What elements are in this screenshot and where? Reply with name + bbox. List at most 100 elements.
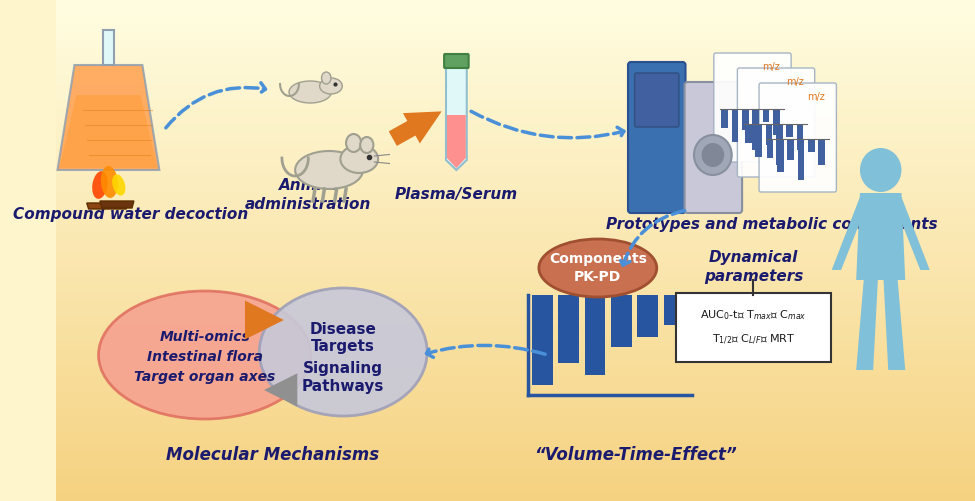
Bar — [56, 359, 975, 367]
FancyBboxPatch shape — [760, 83, 837, 192]
Text: T$_{1/2}$、 C$_{L/F}$、 MRT: T$_{1/2}$、 C$_{L/F}$、 MRT — [712, 333, 796, 347]
Bar — [56, 59, 975, 67]
Bar — [56, 42, 975, 50]
Bar — [56, 234, 975, 242]
Ellipse shape — [322, 72, 331, 84]
Text: Intestinal flora: Intestinal flora — [146, 350, 262, 364]
Text: m/z: m/z — [807, 92, 825, 102]
Bar — [56, 301, 975, 309]
Bar — [818, 140, 825, 165]
Text: Animal
administration: Animal administration — [245, 177, 371, 212]
Ellipse shape — [112, 174, 126, 196]
Bar — [756, 125, 761, 157]
Ellipse shape — [346, 134, 361, 152]
Bar — [56, 125, 975, 134]
Polygon shape — [102, 30, 114, 65]
Bar — [56, 267, 975, 276]
Bar — [56, 326, 975, 334]
Bar — [56, 367, 975, 376]
Text: “Volume-Time-Effect”: “Volume-Time-Effect” — [534, 446, 737, 464]
Bar — [56, 167, 975, 175]
Text: Prototypes and metabolic components: Prototypes and metabolic components — [606, 217, 938, 232]
Ellipse shape — [340, 145, 378, 173]
Text: PK-PD: PK-PD — [574, 270, 621, 284]
Bar — [56, 92, 975, 100]
Bar — [56, 442, 975, 451]
Bar — [56, 292, 975, 301]
Bar — [56, 342, 975, 351]
Text: Pathways: Pathways — [302, 378, 384, 393]
Bar — [56, 192, 975, 200]
Circle shape — [694, 135, 731, 175]
Ellipse shape — [98, 291, 311, 419]
Bar — [56, 67, 975, 75]
Bar — [762, 110, 769, 122]
Text: Compound water decoction: Compound water decoction — [14, 207, 249, 222]
FancyBboxPatch shape — [445, 54, 469, 68]
Polygon shape — [894, 197, 930, 270]
Bar — [56, 109, 975, 117]
Bar — [56, 209, 975, 217]
Text: AUC$_0$-t、 T$_{max}$、 C$_{max}$: AUC$_0$-t、 T$_{max}$、 C$_{max}$ — [700, 308, 806, 322]
Bar — [56, 417, 975, 426]
Bar — [56, 434, 975, 442]
Bar — [788, 140, 794, 160]
Polygon shape — [59, 95, 158, 168]
Bar — [56, 117, 975, 125]
Bar — [56, 217, 975, 225]
Bar — [56, 100, 975, 109]
Bar — [742, 110, 749, 130]
Bar — [56, 225, 975, 234]
Bar — [56, 351, 975, 359]
Text: Plasma/Serum: Plasma/Serum — [395, 187, 518, 202]
Bar — [777, 140, 784, 172]
Ellipse shape — [360, 137, 373, 153]
Bar — [56, 34, 975, 42]
Polygon shape — [447, 115, 466, 168]
Polygon shape — [856, 193, 905, 280]
Bar — [56, 484, 975, 492]
Bar — [753, 110, 760, 150]
Bar — [56, 184, 975, 192]
Bar — [773, 110, 780, 135]
Bar — [56, 134, 975, 142]
Bar — [56, 50, 975, 59]
Bar — [56, 200, 975, 209]
Text: m/z: m/z — [762, 62, 780, 72]
Bar — [56, 142, 975, 150]
Bar — [745, 125, 752, 143]
Bar — [56, 276, 975, 284]
Bar — [787, 125, 793, 137]
Bar — [56, 384, 975, 392]
Bar — [56, 467, 975, 476]
Text: Molecular Mechanisms: Molecular Mechanisms — [166, 446, 379, 464]
Bar — [765, 125, 772, 145]
Bar — [56, 175, 975, 184]
Bar — [585, 295, 605, 375]
Bar — [56, 0, 975, 9]
Circle shape — [702, 143, 724, 167]
Bar — [722, 110, 728, 128]
Polygon shape — [856, 280, 878, 370]
Ellipse shape — [289, 81, 332, 103]
Bar — [808, 140, 815, 152]
Bar — [766, 140, 773, 158]
Bar — [56, 476, 975, 484]
Text: Components: Components — [549, 252, 646, 266]
Polygon shape — [446, 65, 467, 170]
Ellipse shape — [259, 288, 427, 416]
Polygon shape — [87, 203, 127, 209]
Ellipse shape — [100, 166, 118, 198]
Text: Dynamical
parameters: Dynamical parameters — [704, 250, 803, 284]
Bar — [56, 75, 975, 84]
Bar — [664, 295, 684, 325]
Bar — [56, 309, 975, 317]
Ellipse shape — [320, 78, 342, 94]
Bar — [559, 295, 579, 363]
Text: Multi-omics: Multi-omics — [159, 330, 250, 344]
Bar — [56, 84, 975, 92]
Bar — [776, 125, 783, 165]
FancyBboxPatch shape — [714, 53, 791, 162]
Bar — [56, 426, 975, 434]
Bar — [56, 376, 975, 384]
